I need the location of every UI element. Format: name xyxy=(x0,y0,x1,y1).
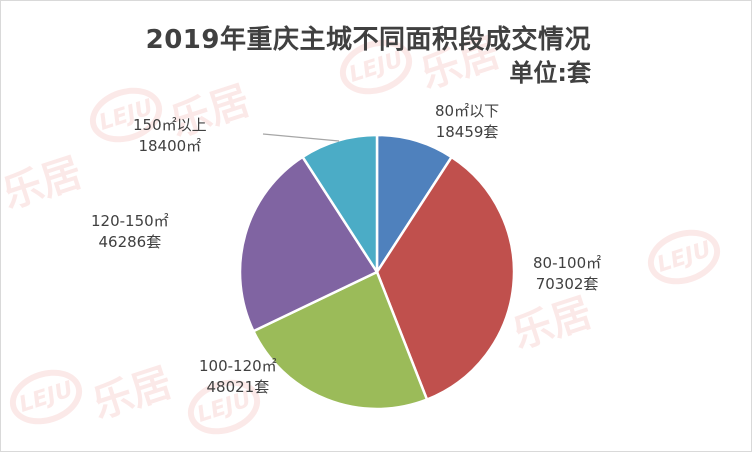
pie-slice xyxy=(375,133,454,277)
chart-subtitle: 单位:套 xyxy=(509,59,591,87)
data-label: 120-150㎡ 46286套 xyxy=(91,211,169,253)
leader-line xyxy=(262,133,340,142)
data-label-value: 70302套 xyxy=(535,275,599,293)
data-label-category: 150㎡以上 xyxy=(133,116,207,134)
pie-slice xyxy=(238,155,379,333)
data-label: 150㎡以上 18400㎡ xyxy=(133,115,207,157)
data-label-category: 80-100㎡ xyxy=(533,254,602,272)
data-label-value: 18400㎡ xyxy=(138,137,202,155)
pie-slice xyxy=(375,155,516,402)
data-label-value: 18459套 xyxy=(435,123,499,141)
pie-slice xyxy=(251,270,429,411)
data-label: 80-100㎡ 70302套 xyxy=(533,253,601,295)
data-label-value: 46286套 xyxy=(98,233,162,251)
data-label: 100-120㎡ 48021套 xyxy=(199,356,277,398)
data-label-category: 120-150㎡ xyxy=(91,212,169,230)
data-label-category: 80㎡以下 xyxy=(435,102,500,120)
chart-title: 2019年重庆主城不同面积段成交情况 xyxy=(145,25,591,55)
data-label: 80㎡以下 18459套 xyxy=(435,101,499,143)
data-label-category: 100-120㎡ xyxy=(199,357,277,375)
data-label-value: 48021套 xyxy=(206,378,270,396)
